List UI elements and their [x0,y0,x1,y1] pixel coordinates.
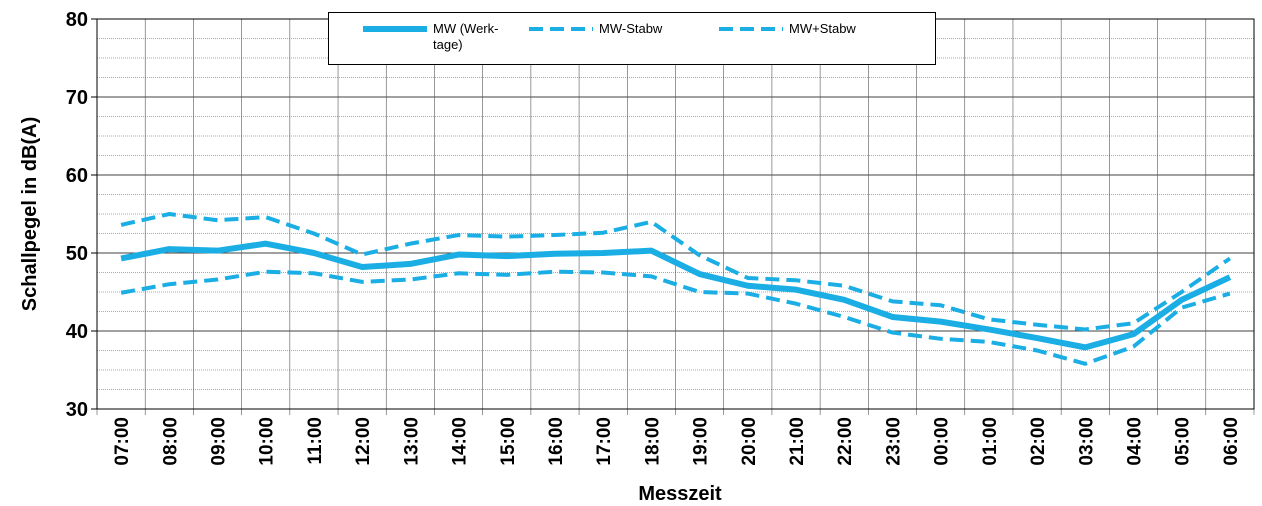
x-tick-label: 05:00 [1173,417,1194,466]
y-tick-label: 70 [66,87,88,109]
legend: MW (Werk-tage) MW-Stabw MW+Stabw [328,12,936,65]
legend-swatch [529,27,593,31]
x-tick-label: 16:00 [546,417,567,466]
y-tick-label: 60 [66,165,88,187]
x-tick-label: 21:00 [787,417,808,466]
legend-label: MW (Werk-tage) [433,21,499,52]
x-tick-label: 09:00 [209,417,230,466]
x-tick-label: 06:00 [1221,417,1242,466]
series-line [120,212,1232,332]
x-tick-label: 15:00 [498,417,519,466]
series-line [120,240,1232,351]
legend-swatch [719,27,783,31]
x-tick-label: 12:00 [353,417,374,466]
x-tick-label: 11:00 [305,417,326,465]
x-tick-label: 03:00 [1076,417,1097,466]
legend-item: MW+Stabw [719,21,879,37]
x-tick-label: 20:00 [739,417,760,466]
y-tick-label: 50 [66,243,88,265]
legend-item: MW-Stabw [529,21,689,37]
y-axis-title: Schallpegel in dB(A) [19,117,41,311]
legend-label: MW-Stabw [599,21,663,36]
x-tick-label: 19:00 [691,417,712,466]
x-tick-label: 23:00 [883,417,904,466]
x-tick-label: 13:00 [401,417,422,466]
y-tick-label: 30 [66,399,88,421]
x-tick-label: 02:00 [1028,417,1049,466]
x-tick-label: 07:00 [112,417,133,466]
x-tick-label: 17:00 [594,417,615,466]
x-tick-label: 01:00 [980,417,1001,466]
legend-item: MW (Werk-tage) [363,21,523,53]
x-tick-label: 10:00 [257,417,278,466]
y-tick-label: 80 [66,9,88,31]
legend-label: MW+Stabw [789,21,856,36]
x-tick-label: 04:00 [1124,417,1145,466]
series-line [120,269,1231,366]
x-tick-label: 00:00 [932,417,953,466]
x-tick-label: 08:00 [160,417,181,466]
x-axis-title: Messzeit [638,483,722,505]
x-tick-label: 22:00 [835,417,856,466]
y-tick-label: 40 [66,321,88,343]
x-tick-label: 14:00 [450,417,471,466]
x-tick-label: 18:00 [642,417,663,466]
legend-swatch [363,26,427,32]
